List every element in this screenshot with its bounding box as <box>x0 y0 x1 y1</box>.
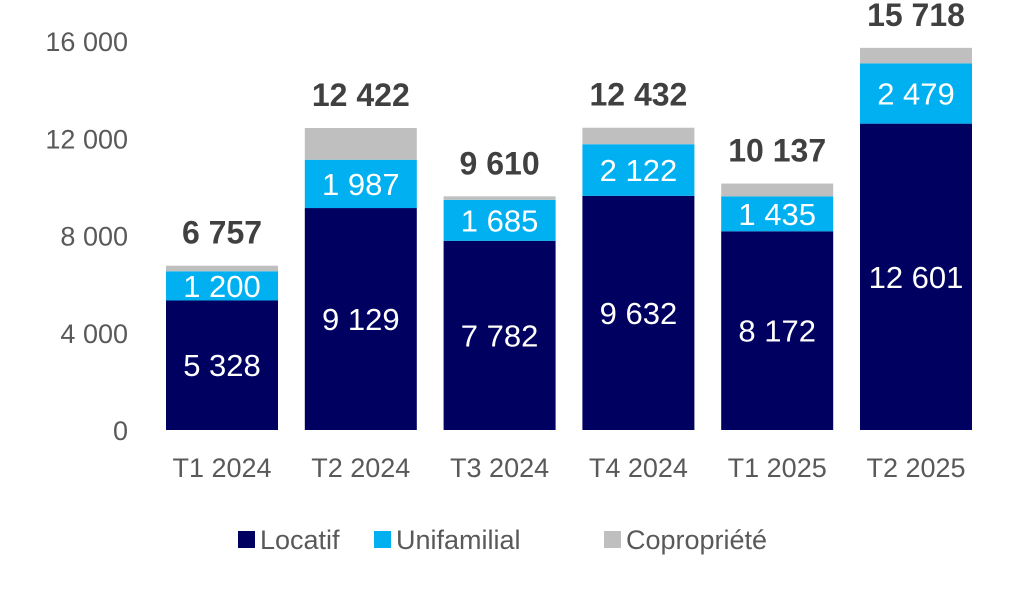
bar-segment-copropriete <box>166 265 278 272</box>
bar-segment-unifamilial <box>721 196 834 232</box>
data-label-unifamilial: 2 479 <box>877 77 955 112</box>
x-tick-label: T1 2025 <box>728 453 827 483</box>
bar-segment-copropriete <box>582 127 695 145</box>
y-tick-label: 8 000 <box>60 222 128 252</box>
bar-segment-copropriete <box>304 127 417 160</box>
bars: 5 328 1 200 6 757 9 129 1 987 12 422 7 782 1 68… <box>166 0 972 430</box>
bar-group: 8 172 1 435 10 137 <box>721 133 834 430</box>
bar-segment-locatif <box>860 123 972 430</box>
legend-item: Locatif <box>238 525 340 555</box>
y-tick-label: 4 000 <box>60 319 128 349</box>
x-tick-label: T1 2024 <box>172 453 271 483</box>
bar-group: 9 632 2 122 12 432 <box>582 77 695 430</box>
total-label: 12 432 <box>589 77 687 113</box>
bar-segment-copropriete <box>443 196 556 200</box>
total-label: 9 610 <box>460 145 540 181</box>
data-label-unifamilial: 1 200 <box>183 269 261 304</box>
total-label: 6 757 <box>182 215 262 251</box>
x-tick-label: T4 2024 <box>589 453 688 483</box>
data-label-locatif: 5 328 <box>183 348 261 383</box>
total-label: 12 422 <box>312 77 410 113</box>
y-tick-label: 16 000 <box>45 27 128 57</box>
data-label-unifamilial: 1 685 <box>461 203 539 238</box>
bar-segment-locatif <box>721 231 834 430</box>
bar-group: 9 129 1 987 12 422 <box>304 77 417 430</box>
legend-label: Unifamilial <box>396 525 521 555</box>
data-label-locatif: 12 601 <box>869 260 964 295</box>
data-label-locatif: 7 782 <box>461 318 539 353</box>
data-label-locatif: 9 632 <box>600 296 678 331</box>
x-axis: T1 2024 T2 2024 T3 2024 T4 2024 T1 2025 T2 20… <box>172 453 965 483</box>
legend-swatch <box>238 531 255 548</box>
y-tick-label: 12 000 <box>45 124 128 154</box>
bar-segment-locatif <box>443 240 556 430</box>
bar-segment-unifamilial <box>582 144 695 196</box>
x-tick-label: T2 2025 <box>866 453 965 483</box>
legend-swatch <box>604 531 621 548</box>
bar-segment-copropriete <box>721 183 834 197</box>
bar-segment-unifamilial <box>304 159 417 209</box>
bar-group: 5 328 1 200 6 757 <box>166 215 278 430</box>
bar-group: 7 782 1 685 9 610 <box>443 145 556 430</box>
x-tick-label: T2 2024 <box>311 453 410 483</box>
bar-segment-locatif <box>304 208 417 430</box>
legend: Locatif Unifamilial Copropriété <box>238 525 767 555</box>
bar-segment-unifamilial <box>860 63 972 124</box>
legend-label: Locatif <box>260 525 340 555</box>
bar-segment-locatif <box>582 195 695 430</box>
legend-item: Unifamilial <box>374 525 521 555</box>
data-label-unifamilial: 2 122 <box>600 153 678 188</box>
legend-label: Copropriété <box>626 525 767 555</box>
bar-segment-locatif <box>166 300 278 430</box>
bar-segment-unifamilial <box>166 271 278 301</box>
bar-segment-unifamilial <box>443 199 556 241</box>
x-tick-label: T3 2024 <box>450 453 549 483</box>
y-tick-label: 0 <box>113 416 128 446</box>
legend-swatch <box>374 531 391 548</box>
bar-group: 12 601 2 479 15 718 <box>860 0 972 430</box>
bar-segment-copropriete <box>860 47 972 64</box>
data-label-unifamilial: 1 435 <box>738 197 816 232</box>
y-axis: 0 4 000 8 000 12 000 16 000 <box>45 27 128 446</box>
data-label-locatif: 8 172 <box>738 314 816 349</box>
total-label: 10 137 <box>728 133 826 169</box>
total-label: 15 718 <box>867 0 965 33</box>
data-label-locatif: 9 129 <box>322 302 400 337</box>
legend-item: Copropriété <box>604 525 767 555</box>
data-label-unifamilial: 1 987 <box>322 167 400 202</box>
